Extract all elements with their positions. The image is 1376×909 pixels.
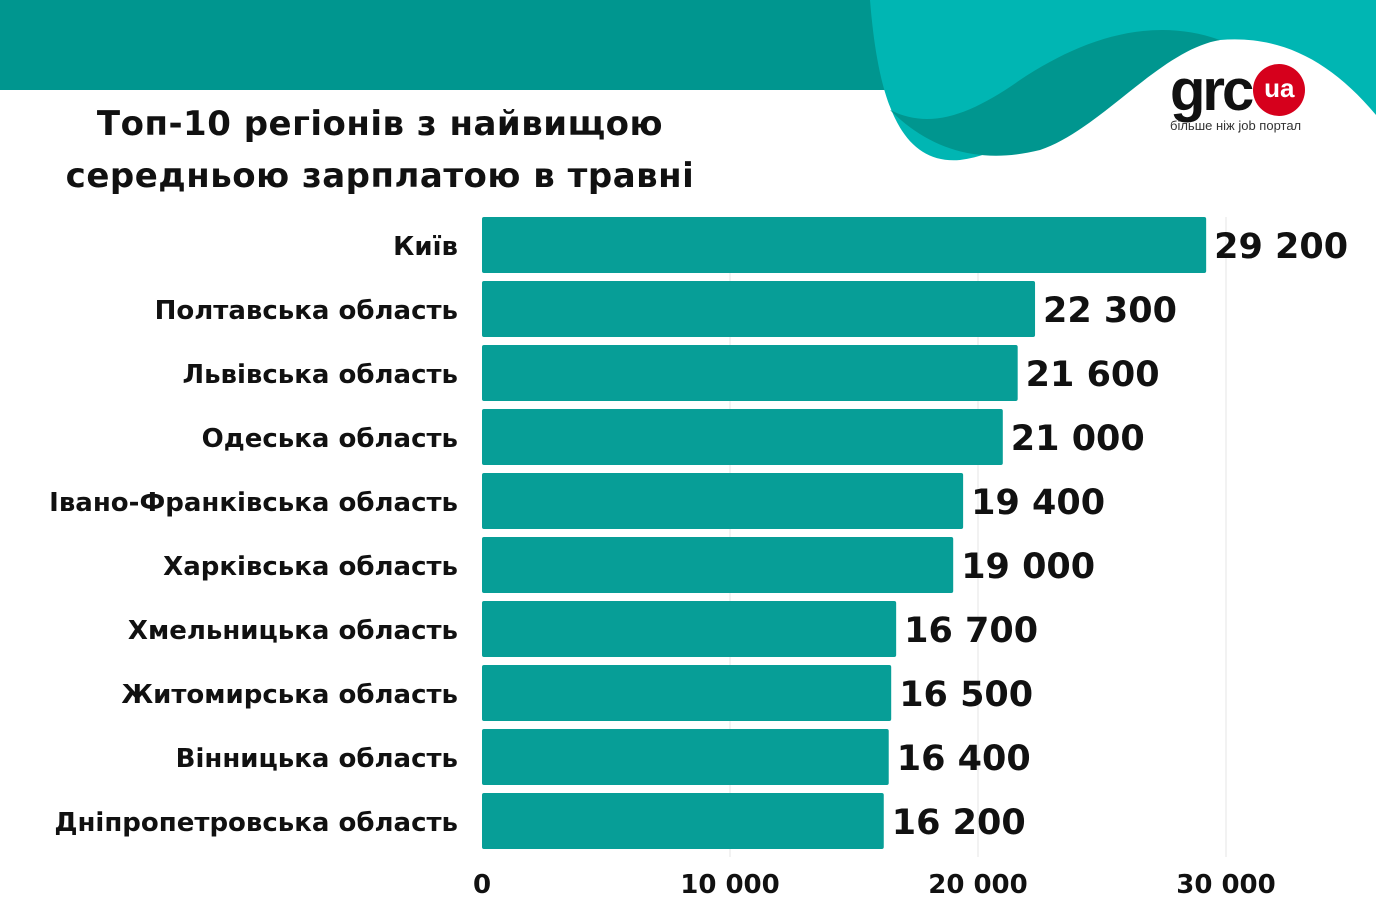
value-label: 16 500 xyxy=(899,675,1033,715)
logo-text: grc xyxy=(1170,58,1254,123)
x-tick-label: 20 000 xyxy=(928,870,1028,900)
value-label: 21 000 xyxy=(1011,419,1145,459)
category-label: Львівська область xyxy=(183,360,458,390)
category-label: Харківська область xyxy=(163,552,458,582)
value-label: 19 400 xyxy=(971,483,1105,523)
value-label: 16 400 xyxy=(897,739,1031,779)
grc-logo: grc ua більше ніж job портал xyxy=(1170,58,1306,133)
x-tick-label: 0 xyxy=(473,870,491,900)
bar xyxy=(482,793,884,849)
bar xyxy=(482,217,1207,273)
bar xyxy=(482,665,892,721)
value-label: 19 000 xyxy=(961,547,1095,587)
category-label: Івано-Франківська область xyxy=(49,488,458,518)
logo-tagline: більше ніж job портал xyxy=(1170,118,1302,133)
x-tick-label: 30 000 xyxy=(1176,870,1276,900)
value-label: 29 200 xyxy=(1214,227,1348,267)
x-tick-label: 10 000 xyxy=(680,870,780,900)
header-band xyxy=(0,0,900,90)
bar xyxy=(482,537,954,593)
category-label: Хмельницька область xyxy=(128,616,458,646)
category-label: Київ xyxy=(393,232,458,262)
value-label: 22 300 xyxy=(1043,291,1177,331)
bar xyxy=(482,473,964,529)
category-label: Житомирська область xyxy=(121,680,458,710)
bar xyxy=(482,601,897,657)
chart-title: Топ-10 регіонів з найвищою середньою зар… xyxy=(40,98,720,202)
bar xyxy=(482,409,1003,465)
title-line-1: Топ-10 регіонів з найвищою xyxy=(96,104,664,144)
logo-badge: ua xyxy=(1253,64,1306,116)
value-label: 21 600 xyxy=(1026,355,1160,395)
category-label: Полтавська область xyxy=(155,296,458,326)
value-label: 16 200 xyxy=(892,803,1026,843)
category-label: Дніпропетровська область xyxy=(54,808,458,838)
category-label: Одеська область xyxy=(202,424,458,454)
bar xyxy=(482,281,1036,337)
bar xyxy=(482,729,889,785)
title-line-2: середньою зарплатою в травні xyxy=(65,156,695,196)
category-label: Вінницька область xyxy=(176,744,458,774)
bar xyxy=(482,345,1018,401)
header-wave-dark xyxy=(890,29,1220,156)
value-label: 16 700 xyxy=(904,611,1038,651)
